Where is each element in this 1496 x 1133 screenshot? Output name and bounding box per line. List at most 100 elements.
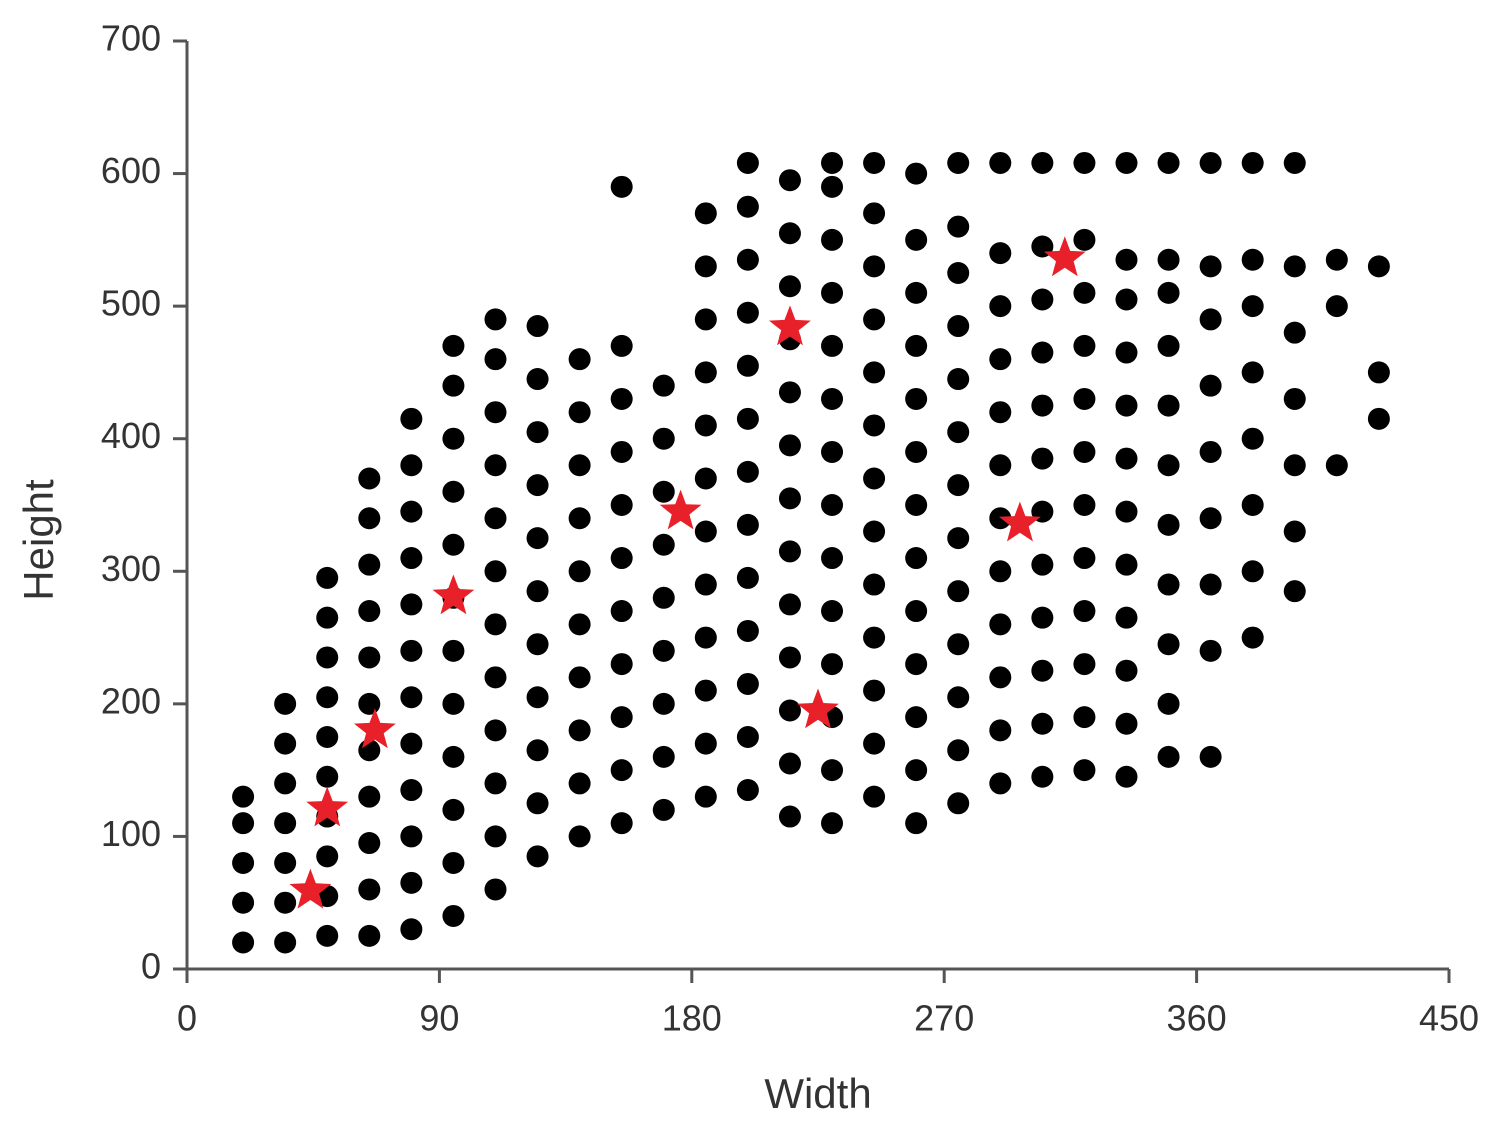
point [1115, 765, 1138, 788]
point [1157, 151, 1180, 174]
point [1283, 580, 1306, 603]
point [989, 348, 1012, 371]
point [610, 812, 633, 835]
point [610, 653, 633, 676]
point [568, 348, 591, 371]
y-tick-label: 500 [101, 283, 161, 324]
point [863, 679, 886, 702]
point [484, 348, 507, 371]
point [736, 672, 759, 695]
point [989, 560, 1012, 583]
point [1241, 151, 1264, 174]
point [442, 533, 465, 556]
point [1073, 600, 1096, 623]
point [947, 421, 970, 444]
point [1367, 407, 1390, 430]
point [568, 666, 591, 689]
y-tick-label: 600 [101, 150, 161, 191]
point [610, 175, 633, 198]
point [736, 779, 759, 802]
point [610, 440, 633, 463]
point [1241, 427, 1264, 450]
point [1241, 248, 1264, 271]
point [1115, 553, 1138, 576]
point [610, 387, 633, 410]
point [1241, 295, 1264, 318]
point [1199, 745, 1222, 768]
point [652, 374, 675, 397]
point [863, 255, 886, 278]
point [989, 295, 1012, 318]
point [1031, 394, 1054, 417]
point [1283, 321, 1306, 344]
point [316, 924, 339, 947]
point [821, 547, 844, 570]
point [1325, 248, 1348, 271]
point [484, 560, 507, 583]
point [821, 281, 844, 304]
point [1073, 281, 1096, 304]
y-axis-title: Height [15, 479, 62, 601]
point [274, 732, 297, 755]
point [1241, 560, 1264, 583]
point [1199, 255, 1222, 278]
point [863, 414, 886, 437]
point [484, 825, 507, 848]
point [905, 706, 928, 729]
point [989, 772, 1012, 795]
point [484, 613, 507, 636]
point [905, 547, 928, 570]
point [358, 467, 381, 490]
point [568, 613, 591, 636]
point [652, 586, 675, 609]
point [358, 785, 381, 808]
point [568, 507, 591, 530]
point [316, 765, 339, 788]
point [863, 626, 886, 649]
point [652, 639, 675, 662]
point [1073, 151, 1096, 174]
point [905, 334, 928, 357]
point [863, 308, 886, 331]
point [905, 440, 928, 463]
point [1241, 626, 1264, 649]
point [358, 692, 381, 715]
point [821, 600, 844, 623]
y-tick-label: 300 [101, 548, 161, 589]
point [274, 851, 297, 874]
point [232, 891, 255, 914]
point [736, 513, 759, 536]
point [905, 228, 928, 251]
x-tick-label: 180 [662, 998, 722, 1039]
point [905, 281, 928, 304]
point [1325, 454, 1348, 477]
point [1031, 288, 1054, 311]
point [400, 454, 423, 477]
point [694, 467, 717, 490]
point [442, 851, 465, 874]
point [1241, 494, 1264, 516]
star-point [1043, 236, 1086, 277]
point [694, 785, 717, 808]
point [1157, 633, 1180, 656]
point [526, 474, 549, 497]
point [358, 832, 381, 855]
point [1157, 394, 1180, 417]
point [989, 507, 1012, 530]
point [989, 719, 1012, 742]
point [778, 434, 801, 457]
point [1367, 361, 1390, 384]
point [905, 387, 928, 410]
point [1325, 295, 1348, 318]
point [1031, 151, 1054, 174]
point [694, 732, 717, 755]
point [1031, 447, 1054, 470]
x-tick-label: 270 [914, 998, 974, 1039]
point [232, 785, 255, 808]
point [652, 745, 675, 768]
point [1031, 341, 1054, 364]
point [316, 686, 339, 709]
point [274, 772, 297, 795]
point [568, 454, 591, 477]
